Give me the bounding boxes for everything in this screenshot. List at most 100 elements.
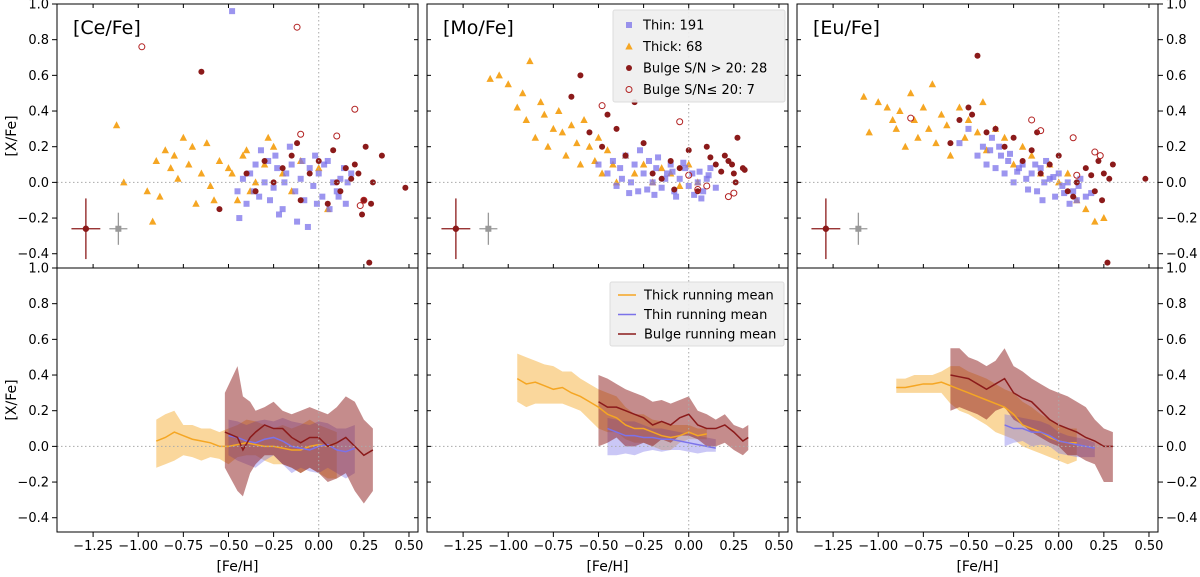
- data-point-thick: [504, 80, 512, 88]
- data-point-thin: [337, 175, 344, 182]
- x-tick-label: 0.25: [1089, 539, 1118, 554]
- error-bars: [811, 198, 868, 260]
- data-point-thin: [270, 184, 277, 191]
- data-point-bulge-s-n-20: [992, 125, 999, 132]
- data-point-thin: [1037, 165, 1044, 172]
- data-point-bulge-s-n-20: [1064, 188, 1071, 195]
- axes-frame: [56, 267, 419, 533]
- panel-title: [Mo/Fe]: [443, 17, 514, 39]
- data-point-thin: [1023, 175, 1030, 182]
- data-point-bulge-s-n-20: [694, 188, 701, 195]
- data-point-thin: [698, 195, 705, 202]
- y-tick-label-right: 0.8: [1166, 297, 1187, 312]
- x-tick-label: −1.00: [858, 539, 898, 554]
- data-point-thick: [1064, 169, 1072, 177]
- data-point-bulge-s-n-20: [969, 111, 976, 118]
- data-point-thick: [919, 103, 928, 111]
- x-tick-label: 0.25: [349, 539, 378, 554]
- data-point-thin: [1066, 200, 1073, 207]
- data-point-thin: [703, 175, 710, 182]
- data-point-thick: [260, 160, 269, 168]
- y-tick-label: 1.0: [28, 262, 49, 277]
- data-point-thick: [1018, 142, 1027, 150]
- data-point-thin: [319, 193, 326, 200]
- data-point-bulge-s-n-20: [729, 161, 736, 168]
- x-tick-label: −0.50: [579, 539, 619, 554]
- data-point-thin: [626, 190, 633, 197]
- data-point-thick: [264, 133, 272, 141]
- disk-error-bar-center: [485, 225, 492, 232]
- data-point-bulge-s-n-20: [330, 147, 337, 154]
- data-point-thin: [281, 179, 288, 186]
- data-point-thick: [120, 178, 128, 186]
- data-point-thin: [266, 197, 273, 204]
- data-point-bulge-s-n-20: [734, 134, 741, 141]
- data-point-thin: [324, 157, 331, 164]
- data-point-thin: [613, 182, 620, 189]
- data-point-thick: [657, 164, 666, 172]
- legend-marker: [626, 65, 632, 71]
- line-thin-running-mean: [607, 427, 716, 449]
- data-point-thick: [910, 115, 919, 123]
- data-point-thick: [143, 187, 151, 195]
- data-point-bulge-s-n-20: [649, 170, 656, 177]
- data-point-bulge-s-n-20: [956, 116, 963, 123]
- data-point-bulge-s-n-20: [640, 140, 647, 147]
- data-point-thin: [1034, 188, 1041, 195]
- data-point-thick: [594, 133, 603, 141]
- x-tick-label: 0.00: [304, 539, 333, 554]
- data-point-thick: [188, 142, 197, 150]
- data-point-thick: [540, 110, 549, 118]
- error-bars: [441, 198, 498, 260]
- data-point-bulge-s-n-20: [243, 170, 250, 177]
- data-point-bulge-s-n-20: [366, 259, 373, 266]
- data-point-thin: [669, 168, 676, 175]
- data-point-thick: [865, 128, 873, 136]
- data-point-thin: [274, 165, 281, 172]
- legend-marker: [625, 42, 633, 50]
- data-point-bulge-s-n-20: [622, 152, 629, 159]
- data-point-bulge-s-n-20: [604, 111, 611, 118]
- data-point-thin: [595, 161, 602, 168]
- data-point-thick: [576, 160, 585, 168]
- data-point-bulge-s-n-20: [671, 186, 678, 193]
- data-point-bulge-s-n-20: [293, 23, 301, 31]
- legend-label: Thick running mean: [643, 289, 774, 304]
- running-mean-panel-2: −1.25 −1.00 −0.75 −0.50 −0.25 0.00 0.25 0.50 [Fe…: [426, 267, 793, 575]
- data-point-thick: [562, 151, 570, 159]
- x-tick-label: 0.50: [764, 539, 793, 554]
- data-point-thin: [694, 179, 701, 186]
- data-point-thick: [206, 181, 215, 189]
- data-point-bulge-s-n-20: [1099, 197, 1106, 204]
- data-point-bulge-s-n-20: [983, 129, 990, 136]
- data-point-bulge-s-n-20: [297, 197, 304, 204]
- data-point-thick: [179, 133, 188, 141]
- data-point-thin: [974, 152, 981, 159]
- data-point-bulge-s-n-20: [1028, 116, 1036, 124]
- x-tick-label: 0.50: [1134, 539, 1163, 554]
- data-point-thick: [874, 98, 882, 106]
- data-point-bulge-s-n-20: [974, 52, 981, 59]
- data-point-thick: [928, 80, 937, 88]
- data-point-thin: [988, 134, 995, 141]
- panel-title: [Eu/Fe]: [813, 17, 880, 39]
- data-point-thin: [965, 125, 972, 132]
- x-tick-label: −0.25: [624, 539, 664, 554]
- data-point-bulge-s-n-20: [368, 200, 375, 207]
- data-point-thick: [598, 169, 606, 177]
- data-point-thin: [1052, 193, 1059, 200]
- y-tick-label: 1.0: [28, 0, 49, 13]
- x-tick-label: −1.25: [813, 539, 853, 554]
- data-point-bulge-s-n-20: [288, 152, 295, 159]
- data-point-thin: [344, 179, 351, 186]
- data-point-thick: [1009, 160, 1018, 168]
- data-point-thin: [685, 182, 692, 189]
- data-point-bulge-s-n-20: [360, 196, 368, 204]
- y-axis-label-bottom: [X/Fe]: [4, 379, 20, 420]
- x-tick-label: −0.25: [994, 539, 1034, 554]
- data-point-thin: [236, 215, 243, 222]
- data-point-bulge-s-n-20: [1070, 193, 1077, 200]
- data-point-thin: [306, 165, 313, 172]
- data-point-thick: [197, 169, 206, 177]
